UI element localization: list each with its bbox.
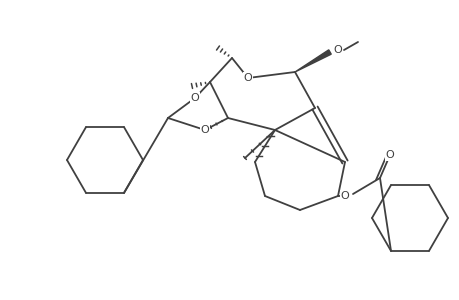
Polygon shape — [294, 50, 330, 72]
Text: O: O — [200, 125, 209, 135]
Text: O: O — [190, 93, 199, 103]
Text: O: O — [333, 45, 341, 55]
Text: O: O — [385, 150, 393, 160]
Text: O: O — [243, 73, 252, 83]
Text: O: O — [340, 191, 349, 201]
